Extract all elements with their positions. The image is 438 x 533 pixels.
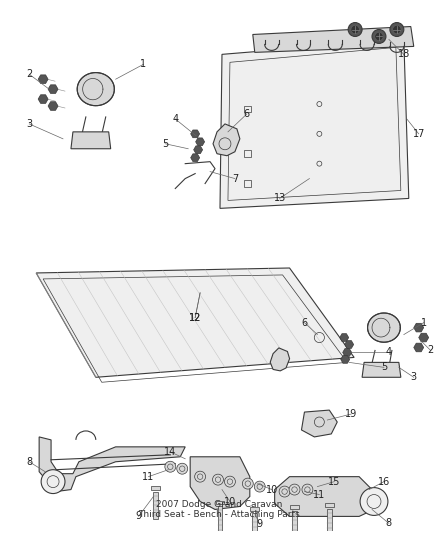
Polygon shape (36, 268, 354, 377)
Polygon shape (250, 507, 259, 512)
Circle shape (224, 476, 235, 487)
Circle shape (302, 484, 313, 495)
Circle shape (41, 470, 65, 494)
Text: 16: 16 (378, 477, 390, 487)
Polygon shape (215, 500, 224, 504)
Polygon shape (253, 27, 414, 52)
Text: 9: 9 (135, 511, 141, 521)
Circle shape (375, 33, 383, 41)
Text: 2: 2 (427, 345, 434, 356)
Polygon shape (77, 72, 114, 106)
Text: 8: 8 (26, 457, 32, 467)
Polygon shape (191, 154, 200, 161)
Text: 4: 4 (386, 348, 392, 358)
Polygon shape (190, 457, 250, 510)
Text: 10: 10 (265, 484, 278, 495)
Circle shape (390, 22, 404, 36)
Text: 1: 1 (141, 59, 147, 69)
Text: 12: 12 (189, 313, 201, 322)
Text: 17: 17 (413, 129, 425, 139)
Circle shape (242, 478, 253, 489)
Polygon shape (367, 313, 400, 342)
Text: 11: 11 (142, 472, 155, 482)
Polygon shape (290, 505, 299, 510)
Polygon shape (196, 138, 205, 146)
Text: 15: 15 (328, 477, 340, 487)
Text: 2: 2 (26, 69, 32, 79)
Polygon shape (414, 343, 424, 352)
Text: 18: 18 (398, 50, 410, 59)
Text: 7: 7 (232, 174, 238, 183)
Polygon shape (151, 486, 160, 490)
Polygon shape (38, 95, 48, 103)
Text: 10: 10 (224, 497, 236, 506)
Text: 4: 4 (172, 114, 178, 124)
Polygon shape (292, 512, 297, 533)
Polygon shape (340, 334, 349, 342)
Polygon shape (38, 75, 48, 84)
Text: 12: 12 (189, 313, 201, 322)
Polygon shape (71, 132, 111, 149)
Text: 3: 3 (411, 372, 417, 382)
Polygon shape (252, 513, 257, 533)
Circle shape (177, 463, 188, 474)
Polygon shape (341, 356, 350, 364)
Text: 3: 3 (26, 119, 32, 129)
Circle shape (279, 486, 290, 497)
Circle shape (194, 471, 205, 482)
Polygon shape (275, 477, 374, 516)
Text: 6: 6 (244, 109, 250, 119)
Polygon shape (48, 102, 58, 110)
Polygon shape (194, 146, 203, 154)
Circle shape (393, 26, 401, 34)
Polygon shape (191, 130, 200, 138)
Polygon shape (218, 506, 223, 533)
Polygon shape (327, 510, 332, 533)
Text: 1: 1 (420, 318, 427, 328)
Polygon shape (419, 333, 429, 342)
Circle shape (212, 474, 223, 485)
Polygon shape (39, 437, 185, 491)
Polygon shape (362, 362, 401, 377)
Circle shape (165, 461, 176, 472)
Circle shape (372, 29, 386, 43)
Polygon shape (345, 341, 353, 349)
Polygon shape (343, 349, 352, 357)
Circle shape (254, 481, 265, 492)
Polygon shape (153, 491, 158, 519)
Text: 5: 5 (162, 139, 169, 149)
Text: 2007 Dodge Grand Caravan
Third Seat - Bench - Attaching Parts: 2007 Dodge Grand Caravan Third Seat - Be… (138, 500, 300, 519)
Text: 13: 13 (273, 193, 286, 204)
Text: 19: 19 (345, 409, 357, 419)
Polygon shape (213, 124, 240, 156)
Polygon shape (301, 410, 337, 437)
Circle shape (289, 484, 300, 495)
Circle shape (360, 488, 388, 515)
Text: 9: 9 (257, 519, 263, 529)
Polygon shape (270, 348, 290, 371)
Circle shape (348, 22, 362, 36)
Text: 14: 14 (164, 447, 177, 457)
Polygon shape (48, 85, 58, 93)
Polygon shape (220, 39, 409, 208)
Text: 5: 5 (381, 362, 387, 373)
Polygon shape (325, 504, 334, 507)
Text: 11: 11 (313, 489, 325, 499)
Text: 6: 6 (301, 318, 307, 328)
Text: 8: 8 (386, 519, 392, 528)
Circle shape (351, 26, 359, 34)
Polygon shape (414, 324, 424, 332)
